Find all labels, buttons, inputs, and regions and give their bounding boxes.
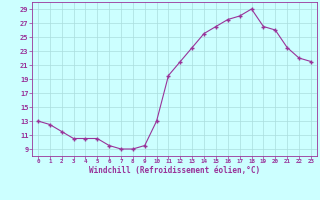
X-axis label: Windchill (Refroidissement éolien,°C): Windchill (Refroidissement éolien,°C) <box>89 166 260 175</box>
